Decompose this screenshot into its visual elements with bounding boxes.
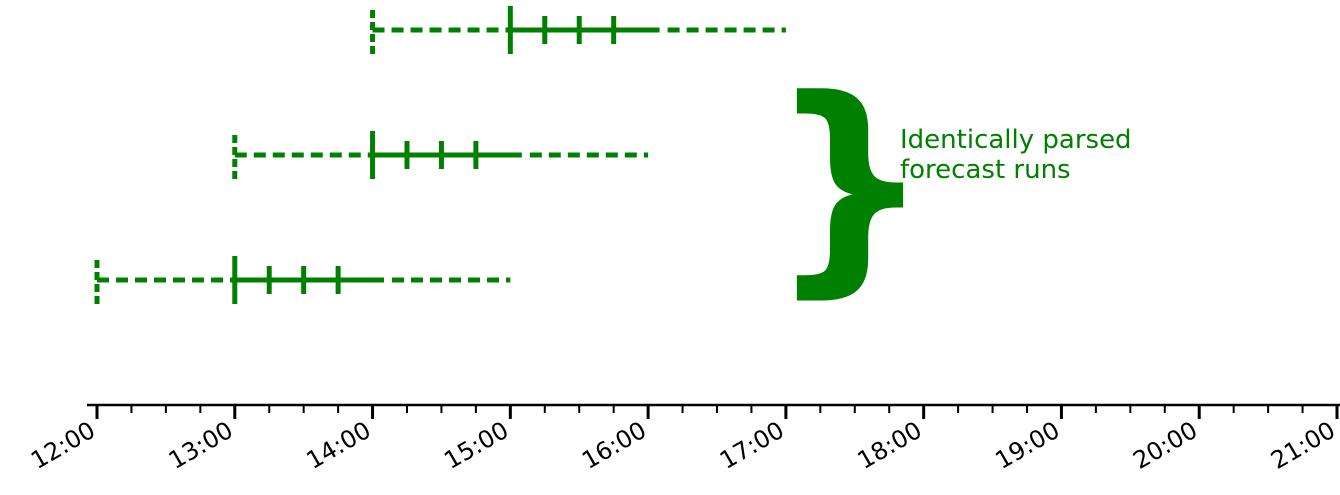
runs-layer [94, 6, 786, 304]
annotation-line-1: Identically parsed [900, 125, 1132, 155]
x-tick-label: 20:00 [1128, 416, 1202, 475]
x-tick-label: 19:00 [991, 416, 1065, 475]
x-tick-label: 16:00 [577, 416, 651, 475]
x-tick-label: 17:00 [715, 416, 789, 475]
annotation: } Identically parsed forecast runs [768, 51, 1131, 318]
x-tick-label: 13:00 [164, 416, 238, 475]
curly-brace-icon: } [768, 51, 932, 318]
forecast-run [370, 6, 786, 54]
x-tick-label: 12:00 [26, 416, 100, 475]
x-tick-label: 14:00 [302, 416, 376, 475]
x-tick-label: 21:00 [1266, 416, 1340, 475]
annotation-line-2: forecast runs [900, 155, 1071, 185]
forecast-run [232, 131, 649, 179]
x-tick-label: 18:00 [853, 416, 927, 475]
forecast-run [94, 256, 511, 304]
x-tick-label: 15:00 [439, 416, 513, 475]
x-axis: 12:00 13:00 14:00 15:00 16:00 17:00 18:00 19:00… [26, 403, 1340, 475]
